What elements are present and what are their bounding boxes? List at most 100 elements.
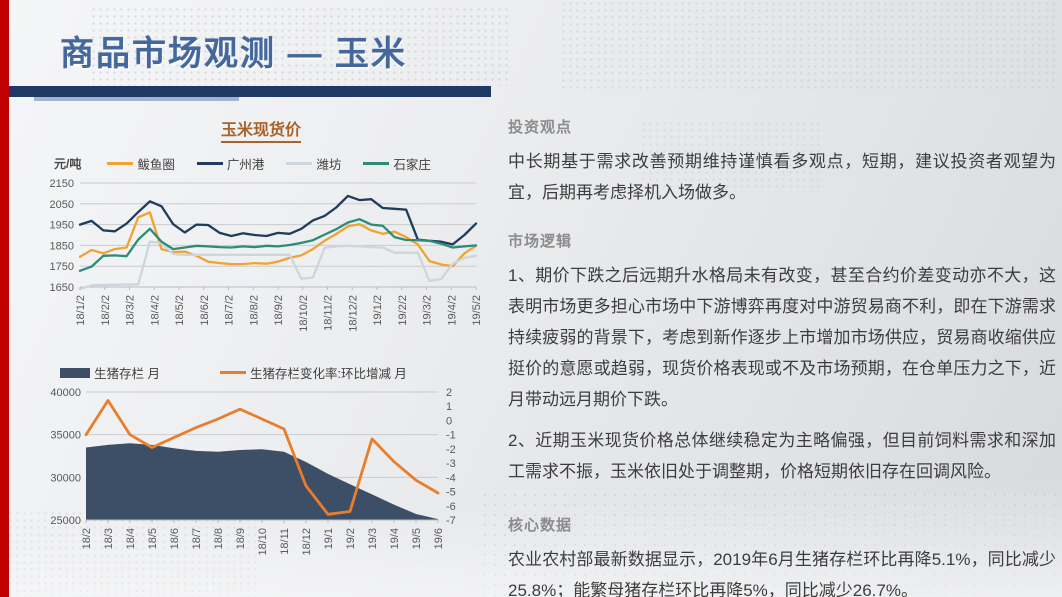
left-axis-label: 40000	[50, 387, 81, 399]
x-axis-label: 18/7	[191, 528, 203, 549]
x-axis-label: 19/5/2	[471, 295, 482, 326]
x-axis-label: 18/5/2	[174, 295, 186, 326]
y-axis-label: 1650	[50, 282, 74, 294]
x-axis-label: 19/2/2	[397, 295, 409, 326]
x-axis-label: 18/11	[279, 528, 291, 555]
x-axis-label: 18/6/2	[199, 295, 211, 326]
left-axis-label: 30000	[50, 472, 81, 484]
legend-item-生猪存栏 月: 生猪存栏 月	[60, 363, 160, 382]
x-axis-label: 18/4/2	[149, 295, 161, 326]
title-underline-bar	[9, 86, 491, 97]
background-dot-pattern	[560, 0, 1060, 90]
section-paragraph: 1、期价下跌之后远期升水格局未有改变，甚至合约价差变动亦不大，这表明市场更多担心…	[508, 266, 1056, 409]
page-title: 商品市场观测 — 玉米	[60, 35, 407, 73]
spot-legend-row: 元/吨 鲅鱼圈 广州港 潍坊 石家庄	[46, 154, 491, 172]
x-axis-label: 18/8/2	[248, 295, 260, 326]
y-axis-label: 1750	[50, 261, 74, 273]
right-axis-label: -3	[446, 458, 456, 470]
section-core-data: 核心数据 农业农村部最新数据显示，2019年6月生猪存栏环比再降5.1%，同比减…	[508, 514, 1056, 597]
x-axis-label: 18/12	[301, 528, 313, 556]
right-axis-label: -6	[446, 501, 456, 513]
x-axis-label: 18/4	[125, 528, 137, 549]
section-paragraph: 2、近期玉米现货价格总体继续稳定为主略偏强，但目前饲料需求和深加工需求不振，玉米…	[508, 431, 1056, 481]
x-axis-label: 18/2/2	[100, 295, 112, 326]
x-axis-label: 19/1/2	[372, 295, 384, 326]
x-axis-label: 18/6	[169, 528, 181, 549]
legend-swatch	[196, 161, 223, 165]
legend-swatch	[60, 367, 90, 378]
section-heading: 核心数据	[508, 517, 573, 534]
spot-chart-legend: 鲅鱼圈 广州港 潍坊 石家庄	[107, 154, 431, 173]
legend-label: 石家庄	[393, 157, 431, 172]
right-axis-label: 2	[446, 387, 452, 399]
right-axis-label: -2	[446, 444, 456, 456]
x-axis-label: 18/12/2	[347, 295, 359, 332]
legend-swatch	[107, 161, 134, 165]
x-axis-label: 18/9/2	[273, 295, 285, 326]
right-axis-label: 1	[446, 401, 452, 413]
legend-label: 生猪存栏变化率:环比增减 月	[249, 367, 407, 381]
series-line-生猪存栏变化率:环比增减 月	[84, 399, 440, 516]
spot-chart-title: 玉米现货价	[46, 116, 476, 143]
section-paragraph: 中长期基于需求改善预期维持谨慎看多观点，短期，建议投资者观望为宜，后期再考虑择机…	[508, 152, 1056, 202]
x-axis-label: 18/3	[103, 528, 115, 549]
x-axis-label: 19/4/2	[446, 295, 458, 326]
y-axis-label: 2050	[50, 199, 74, 211]
right-axis-label: 0	[446, 415, 452, 427]
section-paragraph: 农业农村部最新数据显示，2019年6月生猪存栏环比再降5.1%，同比减少25.8…	[508, 550, 1056, 597]
legend-swatch	[286, 161, 313, 165]
y-axis-label: 1850	[50, 240, 74, 252]
y-axis-label: 1950	[50, 220, 74, 232]
right-axis-label: -1	[446, 430, 456, 442]
legend-item-潍坊: 潍坊	[286, 154, 341, 173]
legend-item-鲅鱼圈: 鲅鱼圈	[107, 154, 175, 173]
x-axis-label: 19/6	[433, 528, 445, 549]
x-axis-label: 19/5	[411, 528, 423, 549]
series-line-潍坊	[78, 240, 478, 291]
section-market-logic: 市场逻辑 1、期价下跌之后远期升水格局未有改变，甚至合约价差变动亦不大，这表明市…	[508, 230, 1056, 487]
x-axis-label: 19/2	[345, 528, 357, 549]
x-axis-label: 19/1	[323, 528, 335, 549]
legend-swatch	[219, 371, 246, 374]
legend-label: 鲅鱼圈	[137, 157, 175, 172]
x-axis-label: 18/1/2	[75, 295, 87, 326]
y-axis-unit-label: 元/吨	[54, 156, 82, 171]
legend-label: 生猪存栏 月	[94, 367, 160, 381]
series-line-广州港	[78, 194, 478, 246]
charts-column: 玉米现货价 元/吨 鲅鱼圈 广州港 潍坊 石家庄 2150 2050 1950 1850 17…	[46, 116, 491, 570]
section-heading: 投资观点	[508, 119, 573, 136]
legend-item-生猪存栏变化率:环比增减 月: 生猪存栏变化率:环比增减 月	[219, 363, 407, 382]
x-axis-label: 18/2	[81, 528, 93, 549]
legend-label: 潍坊	[316, 157, 342, 172]
x-axis-label: 18/8	[213, 528, 225, 549]
x-axis-label: 18/11/2	[323, 295, 335, 331]
legend-swatch	[363, 161, 390, 165]
x-axis-label: 18/9	[235, 528, 247, 549]
right-axis-label: -5	[446, 487, 456, 499]
text-column: 投资观点 中长期基于需求改善预期维持谨慎看多观点，短期，建议投资者观望为宜，后期…	[508, 116, 1056, 597]
left-axis-label: 25000	[50, 515, 81, 527]
x-axis-label: 18/5	[147, 528, 159, 549]
x-axis-label: 18/7/2	[224, 295, 236, 326]
series-area-生猪存栏 月	[86, 443, 438, 520]
legend-item-石家庄: 石家庄	[363, 154, 431, 173]
y-axis-label: 2150	[50, 178, 74, 190]
section-investment-view: 投资观点 中长期基于需求改善预期维持谨慎看多观点，短期，建议投资者观望为宜，后期…	[508, 116, 1056, 208]
legend-item-广州港: 广州港	[196, 154, 265, 173]
x-axis-label: 19/4	[389, 528, 401, 549]
left-accent-bar	[0, 0, 9, 597]
x-axis-label: 18/3/2	[125, 295, 137, 326]
right-axis-label: -7	[446, 515, 456, 527]
x-axis-label: 18/10/2	[298, 295, 310, 332]
left-axis-label: 35000	[50, 430, 81, 442]
section-heading: 市场逻辑	[508, 233, 573, 250]
legend-label: 广州港	[226, 157, 265, 172]
x-axis-label: 18/10	[257, 528, 269, 556]
hog-chart-legend: 生猪存栏 月 生猪存栏变化率:环比增减 月	[60, 363, 491, 382]
hog-inventory-chart: 40000 35000 30000 25000 2 1 0 -1 -2 -3 -4 -5 -6 -7 18/…	[50, 387, 456, 556]
right-axis-label: -4	[446, 472, 456, 484]
series-line-石家庄	[78, 218, 478, 272]
title-underline-bar-light	[34, 97, 239, 101]
